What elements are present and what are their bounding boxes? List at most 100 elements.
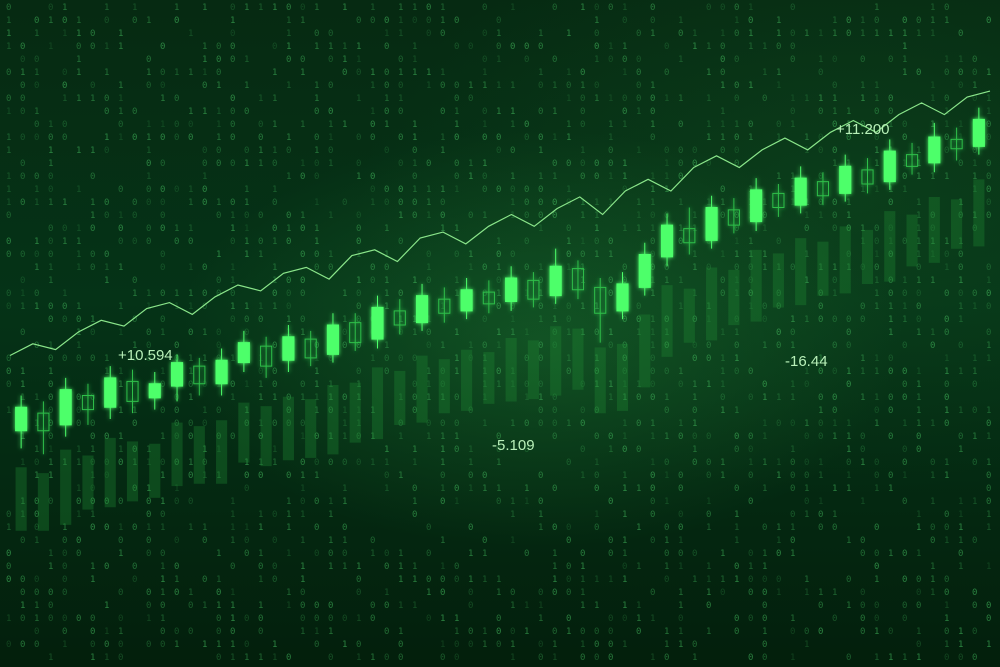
binary-digit: 0: [230, 627, 235, 637]
binary-digit: 1: [202, 354, 207, 364]
binary-digit: 1: [300, 432, 305, 442]
binary-digit: 0: [832, 406, 837, 416]
binary-digit: 1: [748, 458, 753, 468]
binary-digit: 0: [986, 159, 991, 169]
binary-digit: 0: [132, 445, 137, 455]
binary-digit: 0: [538, 419, 543, 429]
binary-digit: 1: [692, 289, 697, 299]
binary-digit: 1: [916, 172, 921, 182]
binary-digit: 1: [342, 419, 347, 429]
binary-digit: 0: [174, 627, 179, 637]
binary-digit: 0: [384, 562, 389, 572]
binary-digit: 1: [888, 328, 893, 338]
binary-digit: 0: [650, 211, 655, 221]
binary-digit: 0: [426, 16, 431, 26]
binary-digit: 1: [594, 211, 599, 221]
binary-digit: 1: [454, 185, 459, 195]
binary-digit: 1: [902, 315, 907, 325]
binary-digit: 1: [916, 250, 921, 260]
binary-digit: 0: [874, 549, 879, 559]
binary-digit: 0: [216, 432, 221, 442]
binary-digit: 0: [384, 198, 389, 208]
binary-digit: 1: [566, 94, 571, 104]
candle-body: [415, 295, 429, 324]
binary-digit: 0: [608, 549, 613, 559]
binary-digit: 0: [384, 16, 389, 26]
binary-digit: 0: [440, 497, 445, 507]
binary-digit: 1: [454, 497, 459, 507]
binary-digit: 1: [90, 445, 95, 455]
binary-digit: 1: [888, 549, 893, 559]
binary-digit: 1: [846, 536, 851, 546]
binary-digit: 0: [524, 419, 529, 429]
binary-digit: 1: [832, 16, 837, 26]
binary-digit: 0: [272, 367, 277, 377]
binary-digit: 1: [832, 432, 837, 442]
binary-digit: 1: [524, 328, 529, 338]
binary-digit: 1: [342, 55, 347, 65]
binary-digit: 0: [986, 471, 991, 481]
binary-digit: 0: [342, 458, 347, 468]
binary-digit: 0: [538, 198, 543, 208]
binary-digit: 0: [748, 289, 753, 299]
binary-digit: 1: [370, 549, 375, 559]
binary-digit: 0: [720, 276, 725, 286]
shadow-candle: [238, 402, 250, 463]
binary-digit: 1: [62, 94, 67, 104]
binary-digit: 0: [230, 55, 235, 65]
binary-digit: 0: [62, 354, 67, 364]
binary-digit: 0: [958, 68, 963, 78]
binary-digit: 1: [202, 3, 207, 13]
candle-body: [81, 395, 95, 411]
binary-digit: 1: [468, 81, 473, 91]
binary-digit: 1: [818, 588, 823, 598]
binary-digit: 1: [454, 432, 459, 442]
binary-digit: 1: [622, 549, 627, 559]
binary-digit: 0: [678, 172, 683, 182]
binary-digit: 0: [734, 315, 739, 325]
shadow-candle: [349, 382, 361, 443]
binary-digit: 1: [846, 263, 851, 273]
binary-digit: 0: [90, 354, 95, 364]
binary-digit: 1: [762, 432, 767, 442]
binary-digit: 0: [608, 276, 613, 286]
binary-digit: 0: [314, 432, 319, 442]
binary-digit: 1: [20, 601, 25, 611]
binary-digit: 0: [650, 484, 655, 494]
binary-digit: 1: [160, 367, 165, 377]
binary-digit: 1: [944, 367, 949, 377]
binary-digit: 0: [608, 432, 613, 442]
binary-digit: 0: [398, 198, 403, 208]
binary-digit: 0: [48, 419, 53, 429]
binary-digit: 1: [482, 393, 487, 403]
binary-digit: 1: [916, 29, 921, 39]
binary-digit: 0: [650, 510, 655, 520]
binary-digit: 0: [734, 562, 739, 572]
binary-digit: 0: [664, 68, 669, 78]
binary-digit: 1: [678, 601, 683, 611]
binary-digit: 1: [762, 549, 767, 559]
binary-digit: 0: [356, 458, 361, 468]
candle-body: [304, 338, 317, 359]
binary-digit: 0: [734, 211, 739, 221]
binary-digit: 0: [482, 55, 487, 65]
binary-digit: 1: [34, 107, 39, 117]
binary-digit: 1: [706, 627, 711, 637]
binary-digit: 0: [510, 627, 515, 637]
binary-digit: 1: [930, 94, 935, 104]
binary-digit: 0: [258, 562, 263, 572]
binary-digit: 0: [916, 640, 921, 650]
binary-digit: 0: [944, 94, 949, 104]
binary-digit: 0: [860, 302, 865, 312]
binary-digit: 1: [384, 224, 389, 234]
binary-digit: 1: [734, 16, 739, 26]
binary-digit: 0: [230, 29, 235, 39]
binary-digit: 0: [818, 133, 823, 143]
binary-digit: 0: [174, 419, 179, 429]
binary-digit: 0: [76, 406, 81, 416]
binary-digit: 0: [384, 263, 389, 273]
binary-digit: 1: [104, 68, 109, 78]
binary-digit: 0: [20, 133, 25, 143]
binary-digit: 0: [118, 237, 123, 247]
binary-digit: 1: [146, 120, 151, 130]
